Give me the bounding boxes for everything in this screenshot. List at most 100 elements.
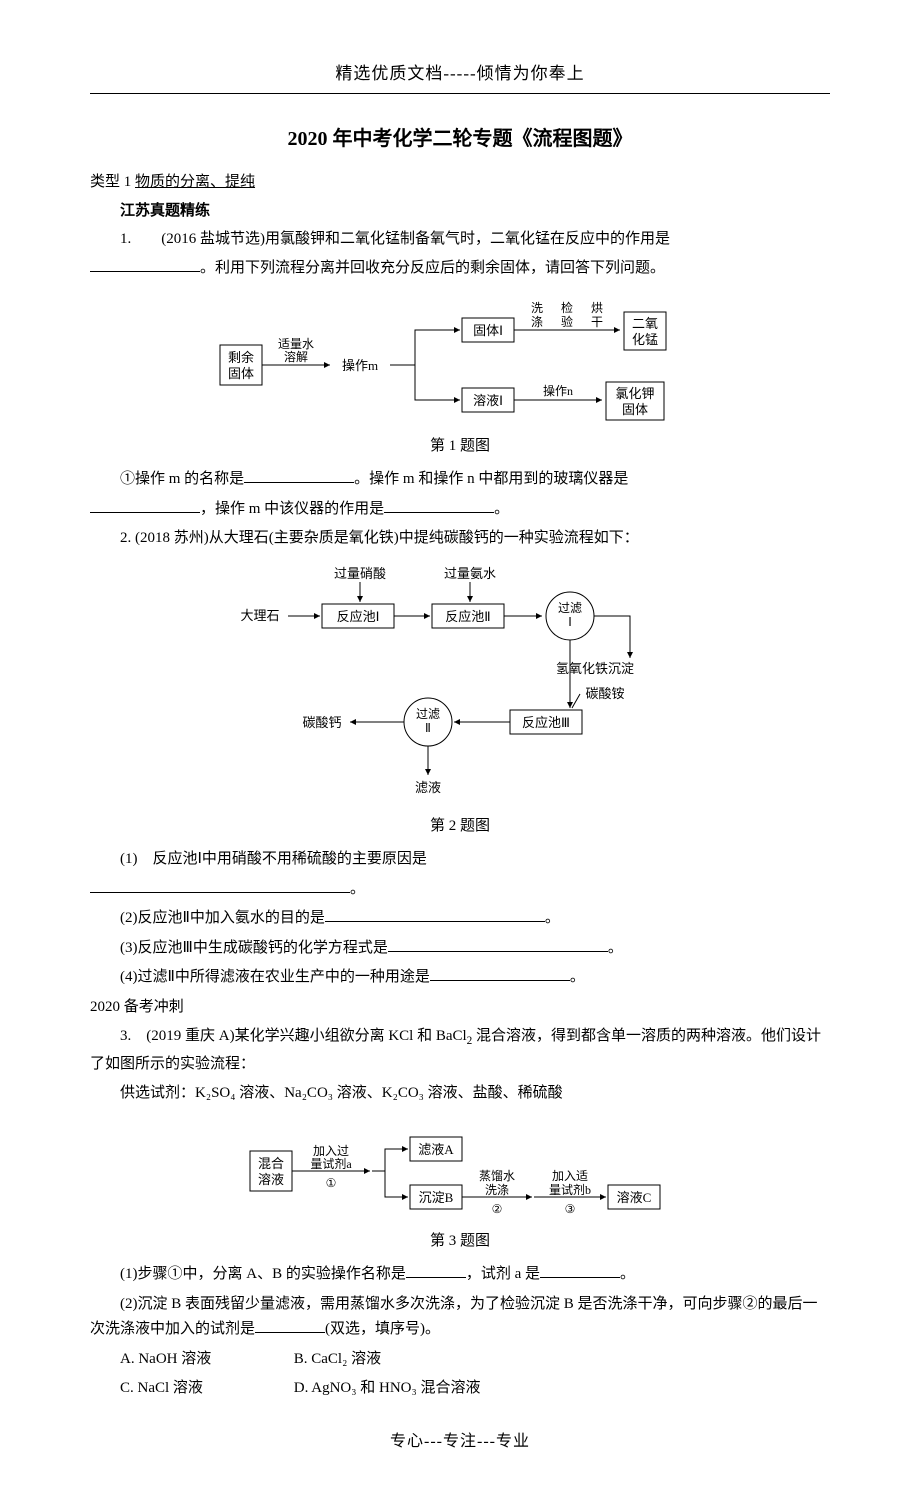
q2-s3: (3)反应池Ⅲ中生成碳酸钙的化学方程式是 。 bbox=[90, 936, 830, 962]
svg-text:蒸馏水: 蒸馏水 bbox=[479, 1169, 515, 1183]
svg-text:氢氧化铁沉淀: 氢氧化铁沉淀 bbox=[556, 661, 634, 676]
svg-text:过滤: 过滤 bbox=[558, 601, 582, 615]
q3-s2-b: (双选，填序号)。 bbox=[325, 1321, 440, 1337]
diagram-3: 混合 溶液 加入过 量试剂a ① 滤液A 沉淀B 蒸馏水 洗涤 ② 加入适 量试… bbox=[240, 1115, 680, 1225]
diagram-2-caption: 第 2 题图 bbox=[90, 814, 830, 840]
svg-text:混合: 混合 bbox=[258, 1156, 284, 1171]
svg-text:二氧: 二氧 bbox=[632, 316, 658, 331]
svg-text:洗涤: 洗涤 bbox=[485, 1183, 509, 1197]
q2-s3-a: (3)反应池Ⅲ中生成碳酸钙的化学方程式是 bbox=[120, 940, 388, 956]
q3-reagents: 供选试剂：K₂SO₄ 溶液、Na₂CO₃ 溶液、K₂CO₃ 溶液、盐酸、稀硫酸 bbox=[90, 1081, 830, 1107]
svg-text:溶液: 溶液 bbox=[258, 1172, 284, 1187]
svg-text:滤液A: 滤液A bbox=[418, 1142, 454, 1157]
q2-s3-b: 。 bbox=[608, 940, 623, 956]
svg-text:③: ③ bbox=[565, 1202, 576, 1216]
q3-optC: C. NaCl 溶液 bbox=[120, 1376, 290, 1402]
q3-body-a: 某化学兴趣小组欲分离 KCl 和 BaCl bbox=[235, 1028, 467, 1044]
type-heading: 类型 1 物质的分离、提纯 bbox=[90, 170, 830, 196]
svg-text:Ⅰ: Ⅰ bbox=[568, 615, 572, 629]
q2-stem: 2. (2018 苏州)从大理石(主要杂质是氧化铁)中提纯碳酸钙的一种实验流程如… bbox=[90, 526, 830, 552]
svg-text:沉淀B: 沉淀B bbox=[419, 1190, 454, 1205]
svg-text:固体: 固体 bbox=[228, 366, 254, 381]
q3-num: 3. (2019 重庆 A) bbox=[120, 1028, 235, 1044]
q3-s2: (2)沉淀 B 表面残留少量滤液，需用蒸馏水多次洗涤，为了检验沉淀 B 是否洗涤… bbox=[90, 1292, 830, 1343]
blank bbox=[90, 878, 350, 893]
q2-s2: (2)反应池Ⅱ中加入氨水的目的是 。 bbox=[90, 906, 830, 932]
svg-text:②: ② bbox=[492, 1202, 503, 1216]
svg-text:氯化钾: 氯化钾 bbox=[615, 386, 654, 401]
q2-s1-blank-line: 。 bbox=[90, 877, 830, 903]
diagram-2: 过量硝酸 过量氨水 大理石 反应池Ⅰ 反应池Ⅱ 过滤 Ⅰ 氢氧化铁沉淀 碳酸铵 … bbox=[210, 560, 710, 810]
svg-text:量试剂a: 量试剂a bbox=[310, 1156, 352, 1171]
q1-sub1-line2: ，操作 m 中该仪器的作用是。 bbox=[90, 497, 830, 523]
blank bbox=[430, 966, 570, 981]
blank bbox=[325, 907, 545, 922]
q2-s2-a: (2)反应池Ⅱ中加入氨水的目的是 bbox=[120, 910, 325, 926]
q2-s1-end: 。 bbox=[350, 881, 365, 897]
svg-text:剩余: 剩余 bbox=[228, 350, 254, 365]
svg-text:量试剂b: 量试剂b bbox=[549, 1182, 591, 1197]
q1-sub1: ①操作 m 的名称是 。操作 m 和操作 n 中都用到的玻璃仪器是 bbox=[90, 467, 830, 493]
svg-text:适量水: 适量水 bbox=[278, 337, 314, 351]
main-title: 2020 年中考化学二轮专题《流程图题》 bbox=[90, 122, 830, 156]
svg-text:滤液: 滤液 bbox=[415, 780, 441, 795]
q1-stem: 1. (2016 盐城节选)用氯酸钾和二氧化锰制备氧气时，二氧化锰在反应中的作用… bbox=[90, 227, 830, 253]
svg-text:反应池Ⅱ: 反应池Ⅱ bbox=[445, 609, 490, 624]
svg-text:碳酸钙: 碳酸钙 bbox=[302, 715, 341, 730]
svg-text:洗: 洗 bbox=[531, 301, 543, 315]
q3-s1-a: (1)步骤①中，分离 A、B 的实验操作名称是 bbox=[120, 1266, 406, 1282]
svg-text:溶液C: 溶液C bbox=[617, 1190, 652, 1205]
q3-opts-row2: C. NaCl 溶液 D. AgNO₃ 和 HNO₃ 混合溶液 bbox=[120, 1376, 830, 1402]
blank bbox=[244, 468, 354, 483]
q2-s1-text: (1) 反应池Ⅰ中用硝酸不用稀硫酸的主要原因是 bbox=[120, 851, 427, 867]
blank bbox=[384, 498, 494, 513]
q3-optA: A. NaOH 溶液 bbox=[120, 1347, 290, 1373]
sub-heading-2: 2020 备考冲刺 bbox=[90, 995, 830, 1021]
q3-s1-c: 。 bbox=[620, 1266, 635, 1282]
q2-s4-b: 。 bbox=[570, 969, 585, 985]
type-prefix: 类型 1 bbox=[90, 174, 135, 190]
type-underline: 物质的分离、提纯 bbox=[135, 174, 255, 190]
svg-text:溶解: 溶解 bbox=[284, 349, 308, 364]
blank bbox=[90, 498, 200, 513]
svg-text:①: ① bbox=[326, 1176, 337, 1190]
q1-body-b: 。利用下列流程分离并回收充分反应后的剩余固体，请回答下列问题。 bbox=[200, 260, 665, 276]
svg-text:溶液Ⅰ: 溶液Ⅰ bbox=[473, 393, 503, 408]
q3-s1: (1)步骤①中，分离 A、B 的实验操作名称是，试剂 a 是。 bbox=[90, 1262, 830, 1288]
svg-text:Ⅱ: Ⅱ bbox=[425, 721, 431, 735]
q1-body-a: 用氯酸钾和二氧化锰制备氧气时，二氧化锰在反应中的作用是 bbox=[265, 231, 670, 247]
page-footer: 专心---专注---专业 bbox=[90, 1428, 830, 1455]
q3-optB: B. CaCl₂ 溶液 bbox=[294, 1347, 464, 1373]
svg-text:过量氨水: 过量氨水 bbox=[444, 566, 496, 581]
page-header: 精选优质文档-----倾情为你奉上 bbox=[90, 60, 830, 89]
sub-heading-1: 江苏真题精练 bbox=[120, 199, 830, 225]
q1-sub1-b: 。操作 m 和操作 n 中都用到的玻璃仪器是 bbox=[354, 471, 628, 487]
svg-text:验: 验 bbox=[561, 314, 573, 329]
svg-text:反应池Ⅰ: 反应池Ⅰ bbox=[337, 609, 380, 624]
svg-text:过滤: 过滤 bbox=[416, 707, 440, 721]
blank bbox=[540, 1263, 620, 1278]
header-rule bbox=[90, 93, 830, 94]
svg-text:过量硝酸: 过量硝酸 bbox=[334, 566, 386, 581]
q2-s2-b: 。 bbox=[545, 910, 560, 926]
q3-stem: 3. (2019 重庆 A)某化学兴趣小组欲分离 KCl 和 BaCl2 混合溶… bbox=[90, 1024, 830, 1077]
svg-text:涤: 涤 bbox=[531, 315, 543, 329]
q2-s4-a: (4)过滤Ⅱ中所得滤液在农业生产中的一种用途是 bbox=[120, 969, 430, 985]
svg-text:操作n: 操作n bbox=[543, 383, 573, 398]
q1-sub1-a: ①操作 m 的名称是 bbox=[120, 471, 244, 487]
svg-text:加入过: 加入过 bbox=[313, 1144, 349, 1158]
q2-s1: (1) 反应池Ⅰ中用硝酸不用稀硫酸的主要原因是 bbox=[90, 847, 830, 873]
blank bbox=[90, 257, 200, 272]
svg-text:碳酸铵: 碳酸铵 bbox=[585, 686, 624, 701]
svg-text:检: 检 bbox=[561, 300, 573, 315]
diagram-1-caption: 第 1 题图 bbox=[90, 434, 830, 460]
svg-text:化锰: 化锰 bbox=[632, 332, 658, 347]
svg-text:烘: 烘 bbox=[591, 301, 603, 315]
svg-text:加入适: 加入适 bbox=[552, 1169, 588, 1183]
blank bbox=[255, 1318, 325, 1333]
svg-text:固体: 固体 bbox=[622, 402, 648, 417]
q1-sub1-c: ，操作 m 中该仪器的作用是 bbox=[200, 501, 384, 517]
q2-s4: (4)过滤Ⅱ中所得滤液在农业生产中的一种用途是 。 bbox=[90, 965, 830, 991]
svg-text:反应池Ⅲ: 反应池Ⅲ bbox=[522, 715, 570, 730]
q3-optD: D. AgNO₃ 和 HNO₃ 混合溶液 bbox=[294, 1376, 481, 1402]
